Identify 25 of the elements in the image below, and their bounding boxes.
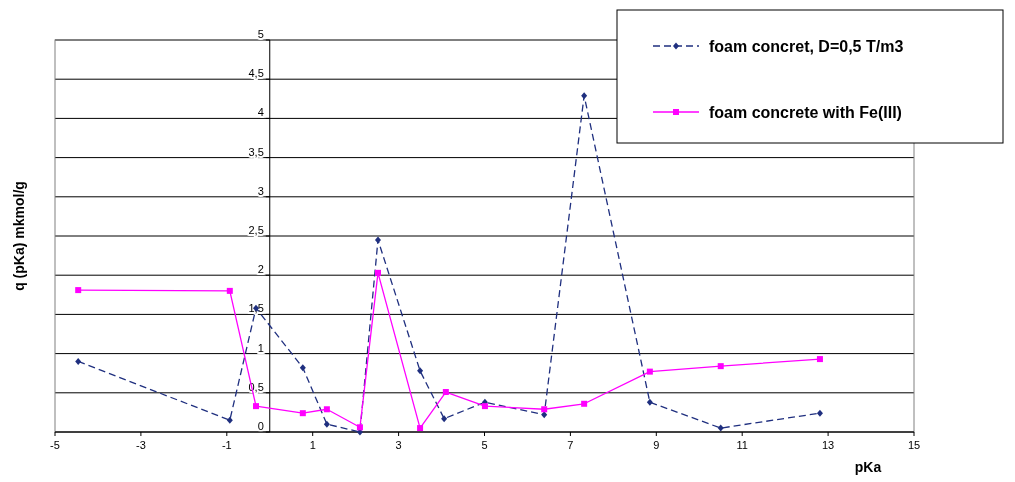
x-tick-label: 15	[907, 439, 921, 451]
legend-label: foam concret, D=0,5 T/m3	[709, 37, 904, 55]
x-tick-label: 13	[821, 439, 835, 451]
y-axis-title: q (pKa) mkmol/g	[11, 181, 27, 291]
y-tick-label: 4	[257, 106, 264, 119]
x-tick-label: 7	[567, 439, 574, 451]
x-tick-label: -3	[136, 439, 146, 451]
legend-label: foam concrete with Fe(III)	[709, 103, 902, 121]
x-tick-label: 9	[653, 439, 660, 451]
x-axis-title: pKa	[854, 459, 882, 475]
x-tick-label: -5	[50, 439, 60, 451]
y-tick-label: 5	[257, 28, 264, 40]
y-tick-label: 2	[257, 263, 264, 276]
x-tick-label: -1	[221, 439, 232, 451]
y-tick-label: 3,5	[248, 145, 264, 158]
y-tick-label: 1,5	[248, 302, 264, 315]
x-tick-label: 1	[309, 439, 316, 451]
y-tick-label: 3	[257, 184, 264, 197]
y-tick-label: 4,5	[248, 67, 264, 80]
x-tick-label: 11	[736, 439, 748, 451]
x-tick-label: 5	[481, 439, 488, 451]
x-tick-label: 3	[395, 439, 402, 451]
y-tick-label: 2,5	[248, 224, 264, 236]
y-tick-label: 0	[257, 420, 264, 432]
y-tick-label: 1	[257, 341, 264, 354]
